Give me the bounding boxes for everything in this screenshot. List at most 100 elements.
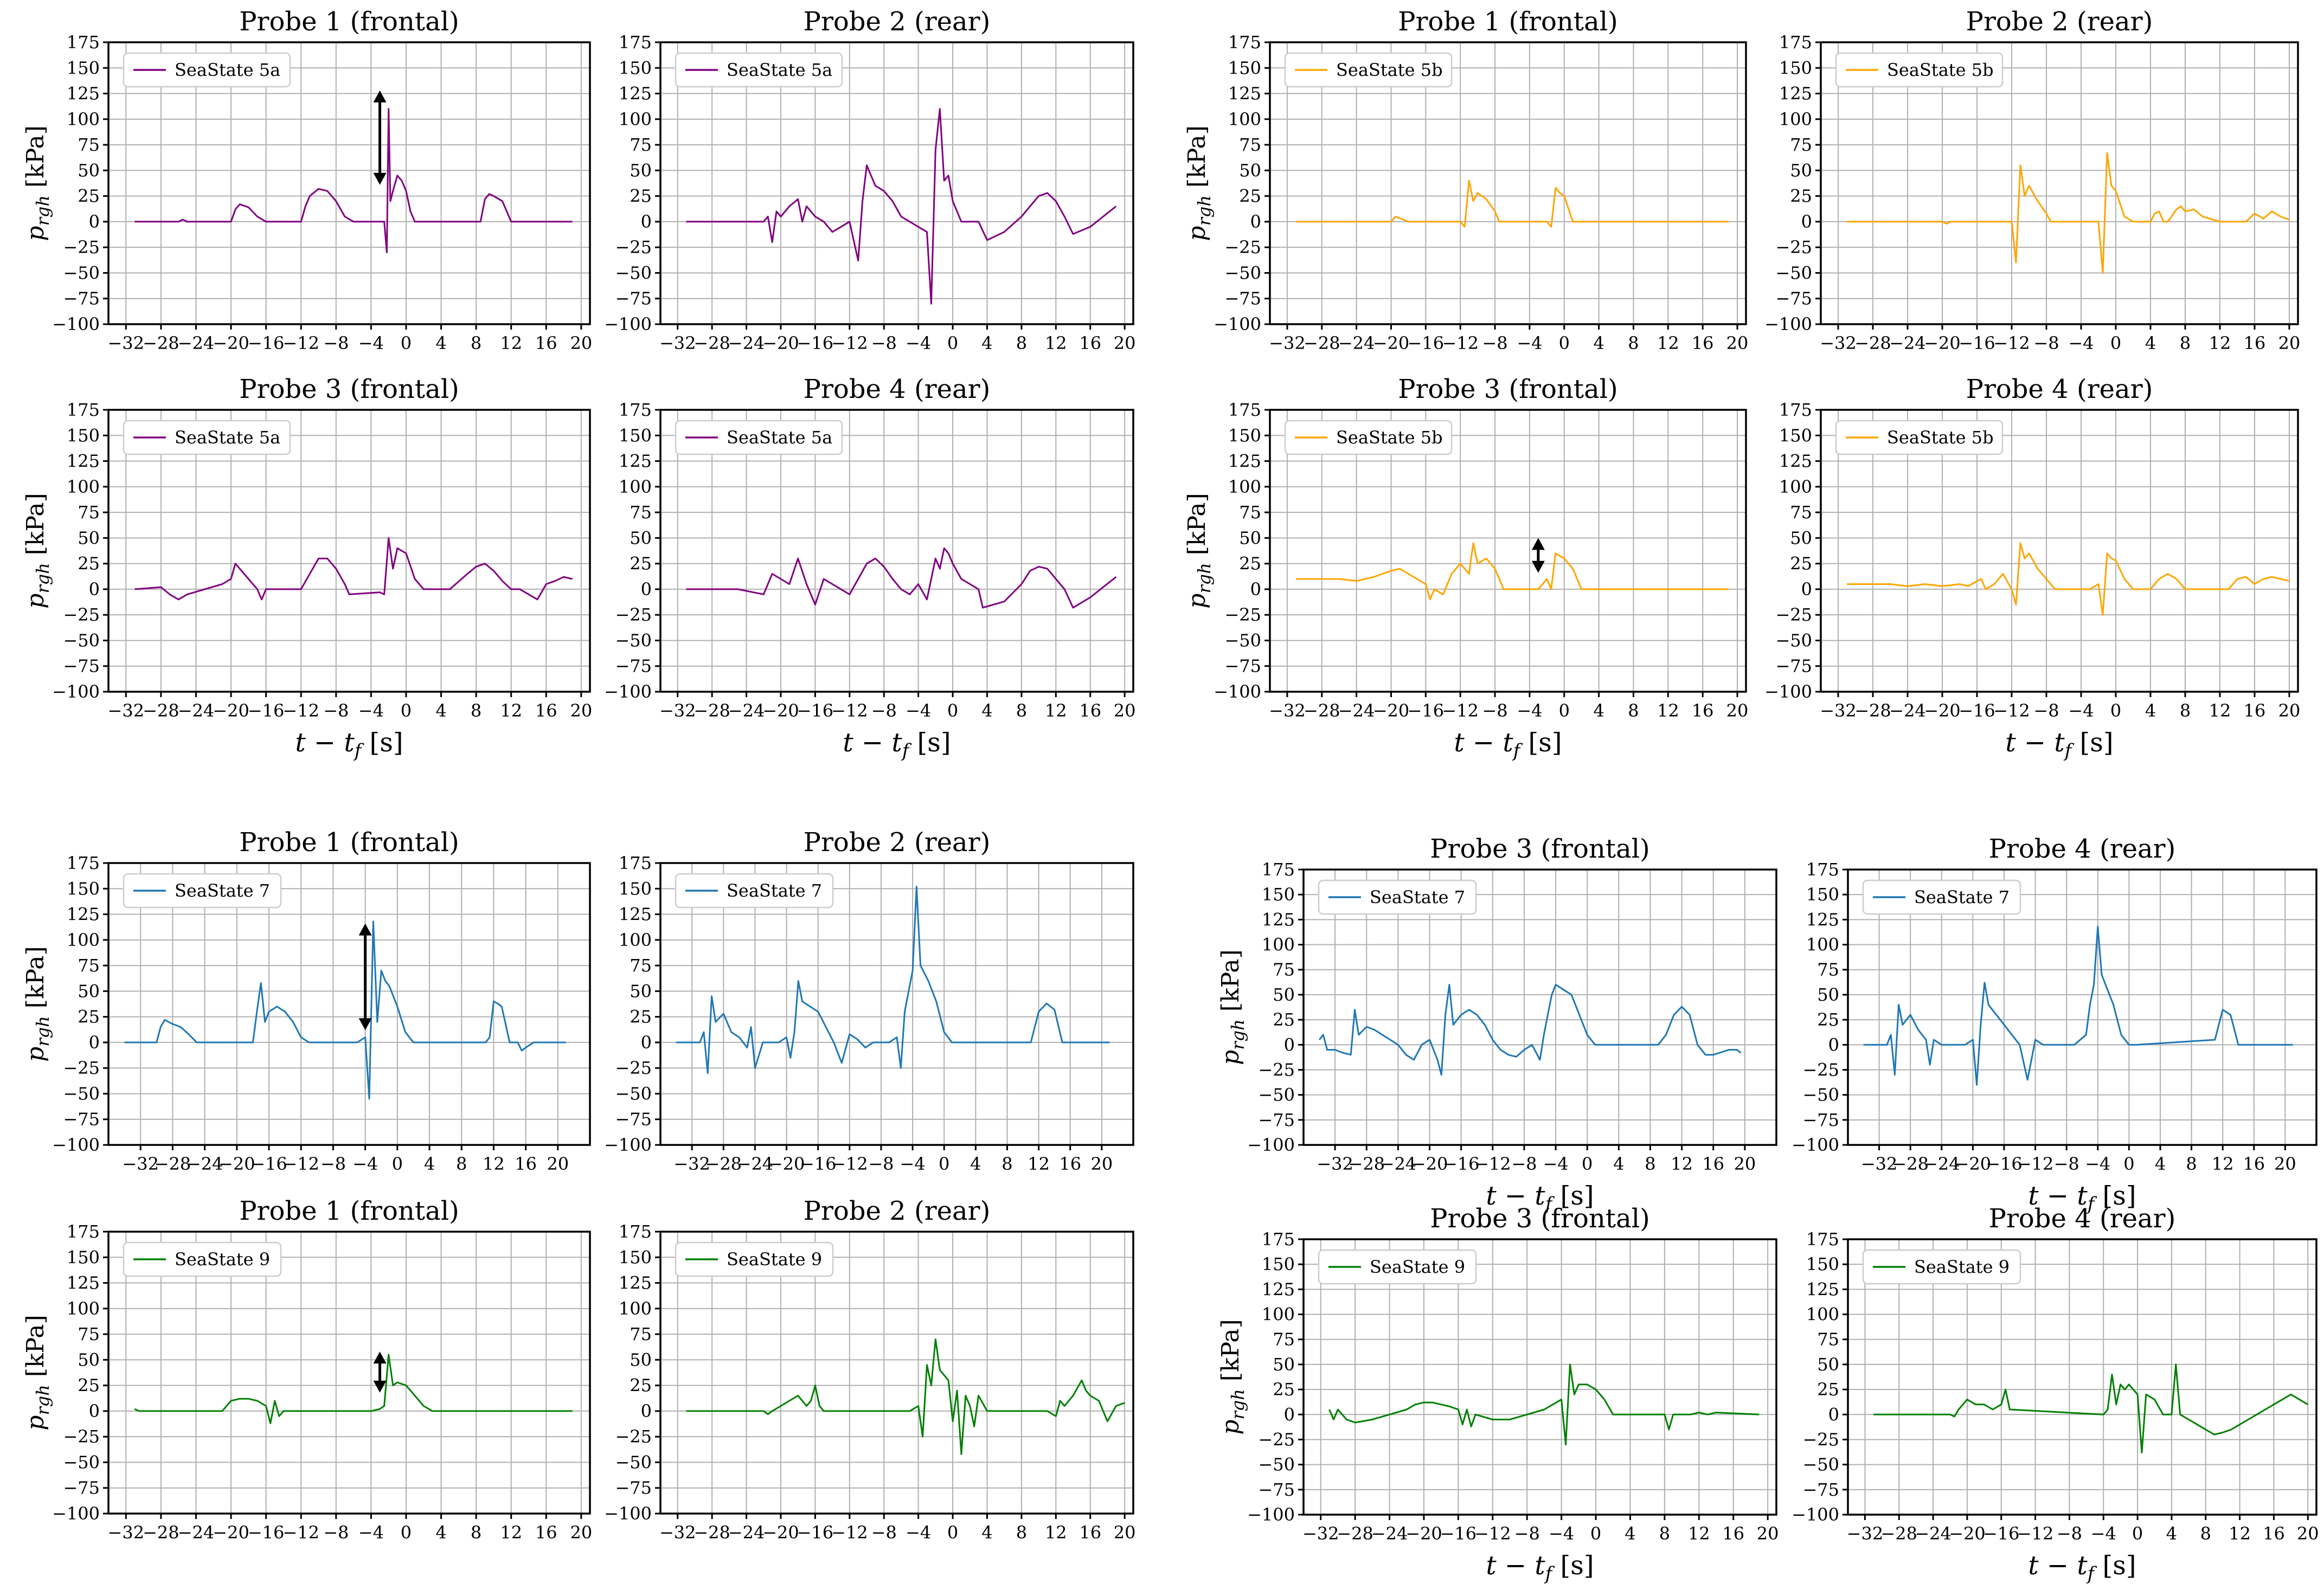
x-tick-label: −8 <box>871 700 897 721</box>
x-tick-label: 8 <box>456 1154 467 1174</box>
legend-label: SeaState 7 <box>1370 887 1465 907</box>
y-tick-label: −100 <box>604 681 652 702</box>
x-tick-label: 16 <box>515 1154 537 1174</box>
x-tick-label: 16 <box>1692 700 1714 721</box>
x-tick-label: −28 <box>143 700 179 721</box>
legend: SeaState 9 <box>675 1241 834 1277</box>
y-tick-label: −50 <box>1775 630 1812 651</box>
x-tick-label: 4 <box>1593 700 1604 721</box>
y-tick-label: 50 <box>1790 527 1812 548</box>
x-tick-label: −32 <box>659 1522 696 1543</box>
legend-label: SeaState 9 <box>175 1249 270 1270</box>
x-tick-label: 16 <box>535 700 557 721</box>
x-tick-label: 8 <box>1628 700 1639 721</box>
y-tick-label: 50 <box>1817 984 1839 1005</box>
x-tick-label: 16 <box>1702 1154 1724 1174</box>
x-tick-label: −8 <box>1514 1523 1540 1544</box>
legend: SeaState 7 <box>1862 879 2021 915</box>
legend-box <box>123 1241 282 1277</box>
x-tick-label: 0 <box>2110 700 2121 721</box>
y-tick-label: 50 <box>630 1349 652 1370</box>
axes-frame <box>1302 868 1777 1146</box>
x-tick-label: −16 <box>1983 1523 2020 1544</box>
y-tick-label: 75 <box>630 134 652 155</box>
y-tick-label: −50 <box>1258 1454 1295 1475</box>
x-tick-label: 20 <box>547 1154 569 1174</box>
legend: SeaState 7 <box>675 873 834 909</box>
x-tick-label: −4 <box>2068 333 2094 353</box>
y-tick-label: 125 <box>619 1273 652 1293</box>
series-line <box>686 547 1117 609</box>
legend-label: SeaState 9 <box>727 1249 822 1270</box>
x-tick-label: 16 <box>535 1522 557 1543</box>
x-tick-label: −28 <box>1304 700 1340 721</box>
axes-frame <box>1269 41 1747 325</box>
legend-label: SeaState 9 <box>1370 1257 1465 1277</box>
legend: SeaState 5a <box>675 52 843 88</box>
panel-14: −100−75−50−250255075100125150175−32−28−2… <box>604 1196 1135 1543</box>
x-tick-label: −8 <box>323 700 349 721</box>
y-tick-label: 150 <box>67 425 100 446</box>
x-tick-label: −4 <box>900 1154 925 1174</box>
axes-frame <box>107 409 591 693</box>
x-tick-label: 20 <box>1091 1154 1113 1174</box>
panel-title: Probe 1 (frontal) <box>239 7 459 37</box>
y-tick-label: 100 <box>1228 109 1261 130</box>
y-tick-label: −75 <box>1258 1479 1295 1500</box>
x-tick-label: −28 <box>1349 1154 1385 1174</box>
y-tick-label: 0 <box>641 1401 652 1421</box>
x-tick-label: 12 <box>1688 1523 1710 1544</box>
y-axis-label: prgh [kPa] <box>1217 1319 1248 1434</box>
x-tick-label: −4 <box>358 1522 384 1543</box>
legend: SeaState 5a <box>123 420 291 455</box>
panel-7: −100−75−50−250255075100125150175−32−28−2… <box>1183 374 1748 762</box>
x-tick-label: −28 <box>694 333 730 353</box>
axes-frame <box>107 862 591 1146</box>
x-tick-label: −16 <box>797 333 834 353</box>
x-tick-label: −8 <box>323 333 349 353</box>
x-tick-label: −32 <box>1820 333 1857 353</box>
legend-box <box>1862 1249 2021 1285</box>
y-tick-label: 100 <box>67 1298 100 1319</box>
x-tick-label: −12 <box>1474 1154 1511 1174</box>
x-tick-label: −4 <box>1549 1523 1574 1544</box>
y-tick-label: 0 <box>641 211 652 232</box>
x-axis-label: t − tf [s] <box>1454 728 1562 762</box>
x-tick-label: −12 <box>283 1154 319 1174</box>
series-line <box>686 108 1117 305</box>
y-tick-label: −50 <box>1775 262 1812 283</box>
y-tick-label: 175 <box>1806 859 1839 880</box>
y-axis-label: prgh [kPa] <box>1183 125 1215 241</box>
x-tick-label: −32 <box>659 700 696 721</box>
panel-10: −100−75−50−250255075100125150175−32−28−2… <box>604 827 1134 1174</box>
x-tick-label: −24 <box>1889 700 1926 721</box>
y-tick-label: 50 <box>78 160 100 181</box>
y-tick-label: 25 <box>1273 1009 1295 1030</box>
x-tick-label: 16 <box>1079 1522 1101 1543</box>
x-tick-label: −4 <box>906 333 931 353</box>
x-axis-label: t − tf [s] <box>1486 1181 1594 1215</box>
panel-3: −100−75−50−250255075100125150175−32−28−2… <box>1183 7 1748 353</box>
x-tick-label: −20 <box>768 1154 805 1174</box>
x-tick-label: 8 <box>1628 333 1639 353</box>
x-tick-label: −24 <box>728 333 765 353</box>
y-tick-label: 75 <box>1817 960 1839 980</box>
axes-frame <box>659 409 1134 693</box>
legend-box <box>1318 879 1477 915</box>
x-tick-label: −28 <box>705 1154 742 1174</box>
x-tick-label: −16 <box>797 700 834 721</box>
y-tick-label: 175 <box>1779 32 1812 53</box>
x-tick-label: −32 <box>108 1522 145 1543</box>
y-tick-label: 125 <box>1806 1279 1839 1299</box>
x-tick-label: −20 <box>1411 1154 1448 1174</box>
y-tick-label: 175 <box>619 400 652 420</box>
axes-frame <box>107 1231 591 1515</box>
x-tick-label: −32 <box>1269 700 1306 721</box>
y-tick-label: −25 <box>1224 237 1261 258</box>
x-tick-label: −12 <box>1993 333 2030 353</box>
y-tick-label: −100 <box>52 1503 100 1524</box>
x-tick-label: −32 <box>673 1154 710 1174</box>
legend-label: SeaState 5b <box>1887 427 1994 448</box>
panel-15: −100−75−50−250255075100125150175−32−28−2… <box>1217 1203 1779 1585</box>
